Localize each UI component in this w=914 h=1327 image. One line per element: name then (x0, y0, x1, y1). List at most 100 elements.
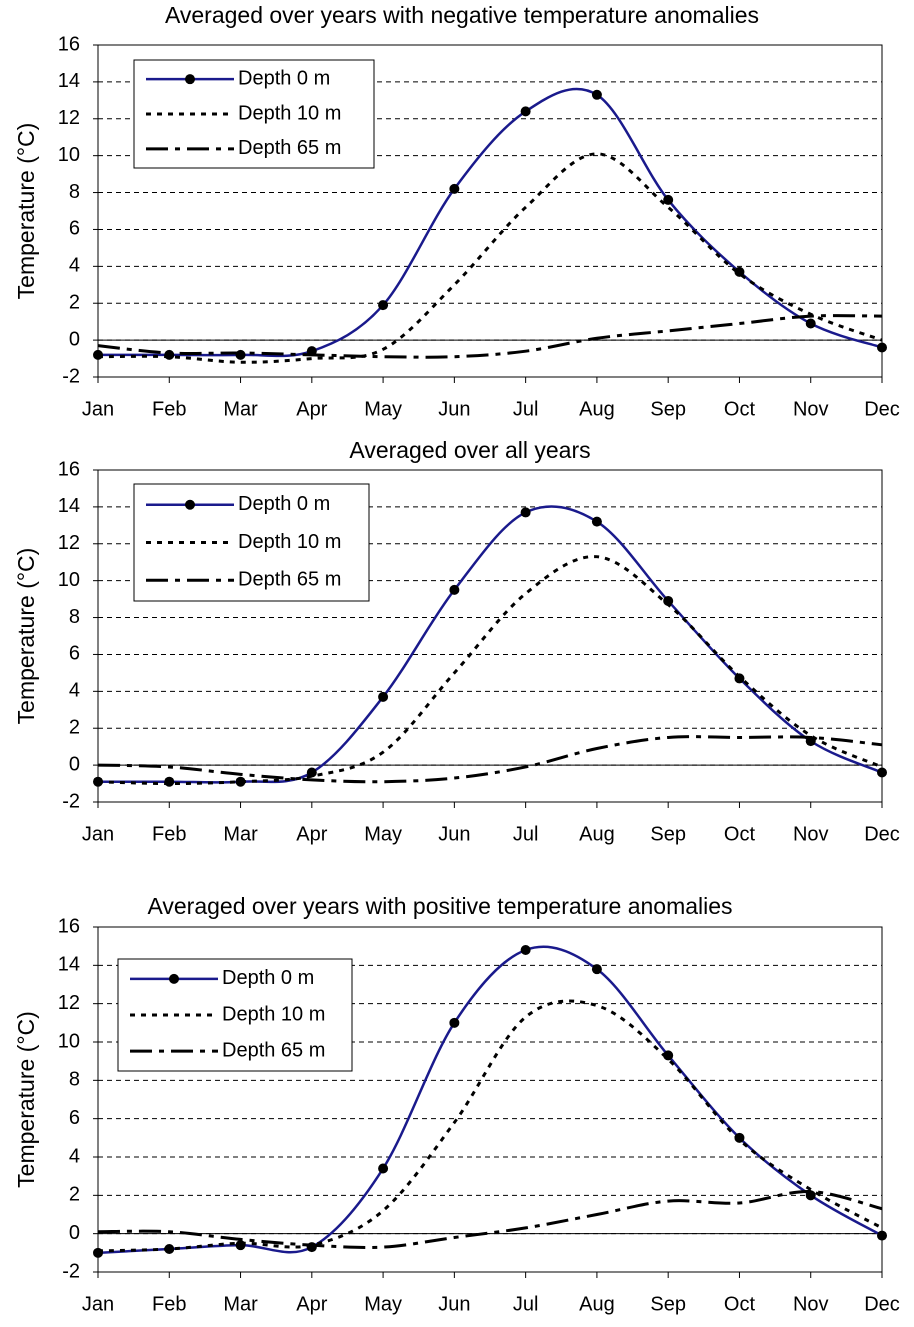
data-point (449, 584, 460, 595)
x-tick-label: Feb (152, 1293, 186, 1315)
x-tick-label: Jun (438, 398, 470, 420)
series-line (97, 555, 883, 786)
y-axis-label: Temperature (°C) (13, 123, 39, 300)
data-point (378, 1163, 389, 1174)
x-tick-label: Jan (82, 1293, 114, 1315)
plot-frame (97, 469, 883, 803)
data-point (877, 342, 887, 353)
x-tick-label: Jul (513, 398, 539, 420)
legend-marker (185, 74, 195, 85)
chart: Averaged over years with positive temper… (13, 893, 900, 1315)
legend-marker (185, 499, 195, 510)
data-point (378, 300, 389, 311)
y-tick-label: 2 (69, 292, 80, 314)
data-point (591, 516, 602, 527)
data-point (520, 945, 531, 955)
y-tick-label: 10 (58, 569, 80, 591)
legend-label: Depth 0 m (222, 967, 314, 989)
x-tick-label: Oct (724, 1293, 756, 1315)
x-tick-label: Sep (650, 398, 686, 420)
data-point (877, 767, 887, 778)
chart: Averaged over all years Temperature (°C) -… (13, 437, 900, 845)
legend-marker (169, 973, 179, 984)
x-tick-label: Jun (438, 823, 470, 845)
x-tick-label: Jul (513, 823, 539, 845)
y-axis-label: Temperature (°C) (13, 1011, 39, 1188)
legend-label: Depth 10 m (222, 1003, 325, 1025)
data-point (235, 776, 246, 787)
x-tick-label: Feb (152, 823, 186, 845)
y-tick-label: 12 (58, 532, 80, 554)
x-tick-label: Nov (793, 398, 829, 420)
plot-frame (97, 44, 883, 378)
x-tick-label: Oct (724, 823, 756, 845)
x-tick-label: Feb (152, 398, 186, 420)
x-tick-label: Jun (438, 1293, 470, 1315)
y-tick-label: 8 (69, 606, 80, 628)
y-tick-label: 8 (69, 1069, 80, 1091)
y-tick-label: 14 (58, 495, 80, 517)
data-point (805, 318, 816, 329)
x-tick-label: Jan (82, 823, 114, 845)
y-tick-label: 4 (69, 1145, 80, 1167)
x-tick-label: May (364, 398, 402, 420)
series-line (97, 152, 883, 364)
legend-label: Depth 0 m (238, 67, 330, 89)
y-tick-label: 16 (58, 33, 80, 55)
y-tick-label: 14 (58, 70, 80, 92)
series-line (97, 1189, 883, 1250)
data-point (877, 1230, 887, 1241)
legend-label: Depth 65 m (238, 569, 341, 591)
x-tick-label: Dec (864, 1293, 900, 1315)
data-point (591, 89, 602, 100)
y-tick-label: -2 (62, 790, 80, 812)
data-point (520, 106, 531, 117)
x-tick-label: Aug (579, 1293, 615, 1315)
x-tick-label: Sep (650, 1293, 686, 1315)
data-point (235, 1240, 246, 1251)
y-tick-label: 16 (58, 458, 80, 480)
x-tick-label: Jul (513, 1293, 539, 1315)
data-point (591, 964, 602, 975)
data-point (663, 595, 674, 606)
chart: Averaged over years with negative temper… (13, 2, 900, 420)
data-point (164, 1244, 175, 1254)
y-tick-label: -2 (62, 365, 80, 387)
x-tick-label: May (364, 1293, 402, 1315)
data-point (378, 691, 389, 702)
x-tick-label: Dec (864, 823, 900, 845)
y-tick-label: 6 (69, 218, 80, 240)
y-tick-label: 10 (58, 144, 80, 166)
data-point (93, 1247, 103, 1258)
data-point (235, 349, 246, 360)
y-tick-label: 10 (58, 1030, 80, 1052)
y-axis-label: Temperature (°C) (13, 548, 39, 725)
x-tick-label: Apr (296, 1293, 327, 1315)
x-tick-label: Mar (223, 398, 258, 420)
y-tick-label: 8 (69, 181, 80, 203)
data-point (164, 776, 175, 787)
legend-label: Depth 10 m (238, 531, 341, 553)
y-tick-label: -2 (62, 1260, 80, 1282)
x-tick-label: Aug (579, 398, 615, 420)
x-tick-label: Oct (724, 398, 756, 420)
y-tick-label: 2 (69, 1184, 80, 1206)
x-tick-label: Sep (650, 823, 686, 845)
series-line (97, 735, 883, 784)
data-point (663, 194, 674, 205)
y-tick-label: 2 (69, 717, 80, 739)
data-point (520, 507, 531, 518)
x-tick-label: Mar (223, 823, 258, 845)
x-tick-label: Nov (793, 1293, 829, 1315)
data-point (164, 349, 175, 360)
data-point (449, 1017, 460, 1028)
x-tick-label: Jan (82, 398, 114, 420)
x-tick-label: Apr (296, 398, 327, 420)
y-tick-label: 6 (69, 643, 80, 665)
y-tick-label: 0 (69, 753, 80, 775)
chart-title: Averaged over all years (349, 437, 590, 463)
x-tick-label: Nov (793, 823, 829, 845)
data-point (663, 1050, 674, 1061)
series-line (97, 314, 883, 359)
legend-label: Depth 0 m (238, 493, 330, 515)
